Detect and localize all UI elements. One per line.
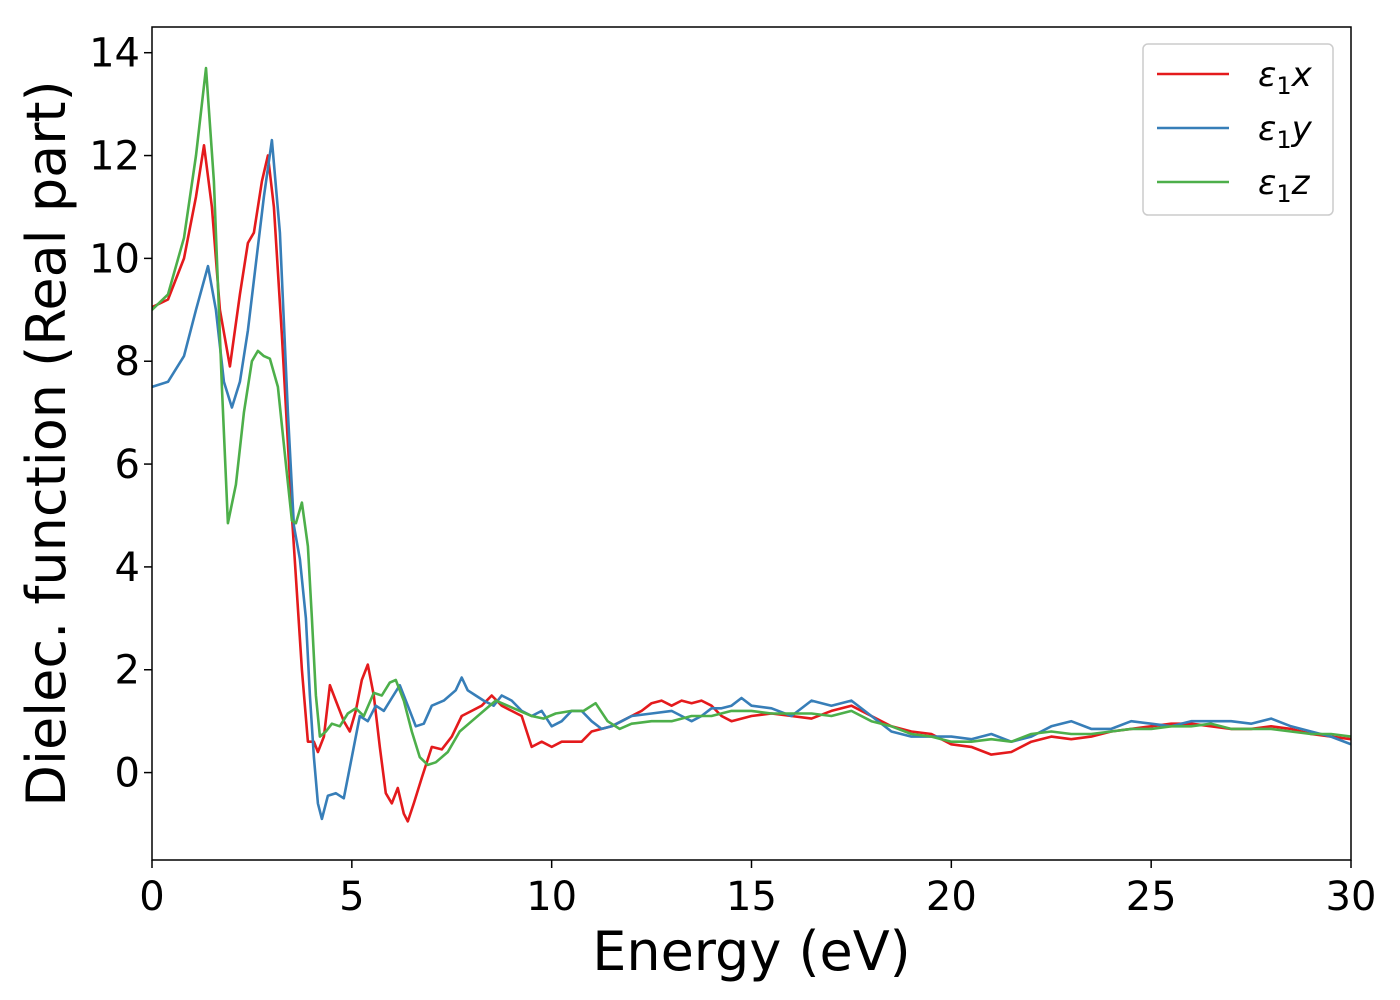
- y-tick-label: 10: [89, 236, 140, 282]
- y-tick-label: 6: [115, 442, 140, 488]
- x-tick-label: 10: [526, 874, 577, 920]
- x-tick-label: 20: [926, 874, 977, 920]
- y-tick-label: 2: [115, 648, 140, 694]
- x-tick-label: 5: [339, 874, 364, 920]
- ticks-layer: 0 5 10 15 20 25 30 0 2 4 6 8 10 12 14: [89, 31, 1376, 920]
- y-tick-label: 8: [115, 339, 140, 385]
- legend-item-y: ε1y: [1157, 109, 1313, 154]
- y-tick-label: 14: [89, 31, 140, 77]
- y-axis-title: Dielec. function (Real part): [15, 80, 78, 806]
- legend-item-z: ε1z: [1157, 163, 1311, 208]
- legend: ε1x ε1y ε1z: [1142, 43, 1334, 216]
- y-tick-label: 4: [115, 545, 140, 591]
- legend-label: ε1y: [1258, 109, 1313, 154]
- legend-box: [1142, 43, 1334, 216]
- x-tick-label: 30: [1326, 874, 1377, 920]
- y-tick-label: 12: [89, 134, 140, 180]
- x-tick-label: 25: [1126, 874, 1177, 920]
- x-axis-title: Energy (eV): [592, 920, 911, 983]
- legend-label: ε1z: [1258, 163, 1311, 208]
- series-line-x: [152, 144, 1351, 823]
- y-tick-label: 0: [115, 751, 140, 797]
- series-line-y: [152, 138, 1351, 821]
- series-line-z: [152, 66, 1351, 767]
- x-tick-label: 0: [139, 874, 164, 920]
- x-tick-label: 15: [726, 874, 777, 920]
- legend-label: ε1x: [1258, 55, 1313, 100]
- legend-item-x: ε1x: [1157, 55, 1313, 100]
- series-layer: [152, 66, 1351, 823]
